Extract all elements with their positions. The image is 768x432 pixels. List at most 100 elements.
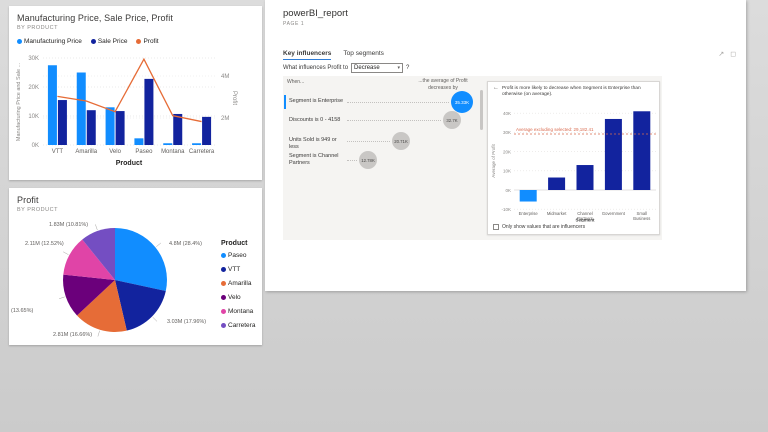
legend-dot — [90, 39, 96, 44]
pie-callout-paseo: 4.8M (28.4%) — [169, 241, 203, 247]
y-axis-tick-left: 0K — [32, 143, 39, 149]
influencer-bubble[interactable]: 12.78K — [359, 151, 377, 169]
y-axis-tick: -10K — [501, 207, 511, 212]
combo-chart-legend: Manufacturing Price Sale Price Profit — [17, 38, 159, 45]
tab-key-influencers[interactable]: Key influencers — [283, 50, 332, 60]
detail-header: Profit is more likely to decrease when S… — [502, 86, 641, 98]
legend-item[interactable]: VTT — [221, 266, 255, 273]
pie-slice-montana[interactable] — [63, 239, 115, 281]
legend-dot — [221, 267, 226, 272]
legend-item[interactable]: Sale Price — [90, 38, 127, 45]
y-axis-tick-left: 20K — [28, 85, 39, 91]
combo-chart-subtitle: BY PRODUCT — [17, 25, 58, 31]
influencer-connector — [347, 102, 449, 103]
callout-leader-line — [58, 296, 65, 300]
bar-manufacturing-price[interactable] — [47, 65, 57, 145]
pie-slice-vtt[interactable] — [115, 280, 166, 331]
bar-sale-price[interactable] — [57, 100, 67, 145]
influencer-bubble[interactable]: 20.71K — [392, 132, 410, 150]
y-axis-title: Average of Profit — [491, 144, 496, 178]
pie-slice-paseo[interactable] — [115, 228, 167, 291]
legend-item[interactable]: Manufacturing Price — [17, 38, 82, 45]
y-axis-tick: 20K — [503, 149, 511, 154]
x-axis-tick: Carretera — [189, 149, 215, 155]
segment-bar[interactable] — [633, 111, 651, 190]
scrollbar[interactable] — [480, 90, 483, 130]
bar-sale-price[interactable] — [202, 116, 212, 145]
legend-dot — [221, 323, 226, 328]
y-axis-title-left: Manufacturing Price and Sale ... — [16, 62, 22, 141]
pie-callout-velo: (13.65%) — [11, 308, 34, 314]
legend-dot — [221, 295, 226, 300]
legend-dot — [221, 253, 226, 258]
legend-label: Manufacturing Price — [24, 38, 82, 45]
profit-line[interactable] — [57, 57, 202, 123]
influencer-label[interactable]: Segment is Enterprise — [289, 98, 344, 104]
detail-bar-chart: 40K 30K 20K 10K 0K -10K Enterprise Midmarket Cha… — [491, 111, 656, 222]
y-axis-title-right: Profit — [231, 91, 237, 105]
x-axis-tick: Enterprise — [519, 211, 539, 216]
bar-manufacturing-price[interactable] — [192, 143, 202, 145]
bar-sale-price[interactable] — [115, 111, 125, 145]
pie-chart-legend: Product Paseo VTT Amarilla Velo Montana Carre… — [221, 240, 255, 336]
pie-slice-carretera[interactable] — [82, 227, 115, 280]
legend-item[interactable]: Amarilla — [221, 280, 255, 287]
influencer-connector — [347, 141, 390, 142]
tab-top-segments[interactable]: Top segments — [343, 50, 384, 57]
share-icon[interactable]: ↗ — [718, 51, 725, 58]
y-axis-tick: 10K — [503, 169, 511, 174]
bar-manufacturing-price[interactable] — [134, 138, 144, 145]
influencers-only-checkbox-row[interactable]: Only show values that are influencers — [493, 224, 585, 230]
influence-direction-dropdown[interactable]: Decrease ▾ — [351, 63, 404, 73]
legend-item[interactable]: Profit — [136, 38, 159, 45]
report-title: powerBI_report — [283, 8, 348, 19]
comment-icon[interactable]: ◻ — [730, 51, 736, 58]
segment-bar[interactable] — [519, 190, 537, 202]
influencer-connector — [347, 120, 441, 121]
influencer-label[interactable]: Units Sold is 949 or less — [289, 137, 337, 151]
y-axis-tick: 40K — [503, 111, 511, 116]
y-axis-tick-left: 30K — [28, 56, 39, 62]
bar-manufacturing-price[interactable] — [76, 72, 86, 146]
segment-bar[interactable] — [576, 165, 594, 190]
segment-bar[interactable] — [604, 118, 622, 190]
legend-dot — [221, 309, 226, 314]
x-axis-tick: VTT — [52, 149, 64, 155]
influencer-label[interactable]: Discounts is 0 - 4158 — [289, 117, 341, 123]
bar-sale-price[interactable] — [173, 113, 183, 145]
segment-bar[interactable] — [548, 177, 566, 190]
bar-manufacturing-price[interactable] — [105, 107, 115, 145]
bar-sale-price[interactable] — [144, 78, 154, 145]
legend-item[interactable]: Velo — [221, 294, 255, 301]
influencer-bubble[interactable]: 32.7K — [443, 111, 461, 129]
effect-header: ...the average of Profit decreases by — [418, 78, 468, 91]
legend-label: VTT — [228, 266, 241, 273]
legend-item[interactable]: Montana — [221, 308, 255, 315]
combo-chart-plot: 30K 20K 10K 0K 4M 2M VTT Amarilla Velo Paseo Monta… — [16, 56, 237, 167]
chevron-down-icon: ▾ — [397, 65, 401, 71]
y-axis-tick-left: 10K — [28, 114, 39, 120]
pie-slice-velo[interactable] — [63, 274, 115, 316]
influencer-label[interactable]: Segment is Channel Partners — [289, 153, 339, 167]
pie-callout-amarilla: 2.81M (16.66%) — [53, 332, 93, 338]
x-axis-tick: Midmarket — [547, 211, 567, 216]
influencer-bubble[interactable]: 35.33K — [451, 91, 473, 113]
question-row: What influences Profit to Decrease ▾ ? — [283, 63, 409, 73]
report-page: powerBI_report PAGE 1 ↗ ◻ Key influencer… — [265, 0, 746, 291]
bar-manufacturing-price[interactable] — [163, 143, 173, 145]
checkbox-icon[interactable] — [493, 224, 499, 230]
back-arrow-icon[interactable]: ← — [493, 85, 499, 91]
x-axis-tick: Velo — [109, 149, 121, 155]
callout-leader-line — [156, 242, 162, 247]
bar-sale-price[interactable] — [86, 110, 96, 145]
legend-item[interactable]: Carretera — [221, 322, 255, 329]
legend-dot — [17, 39, 22, 44]
x-axis-title: Product — [116, 160, 143, 167]
legend-item[interactable]: Paseo — [221, 252, 255, 259]
selected-indicator — [284, 95, 286, 109]
pie-slice-amarilla[interactable] — [77, 280, 127, 332]
report-header-icons: ↗ ◻ — [718, 50, 736, 58]
y-axis-tick: 30K — [503, 130, 511, 135]
y-axis-tick: 0K — [505, 188, 511, 193]
callout-leader-line — [63, 251, 69, 255]
